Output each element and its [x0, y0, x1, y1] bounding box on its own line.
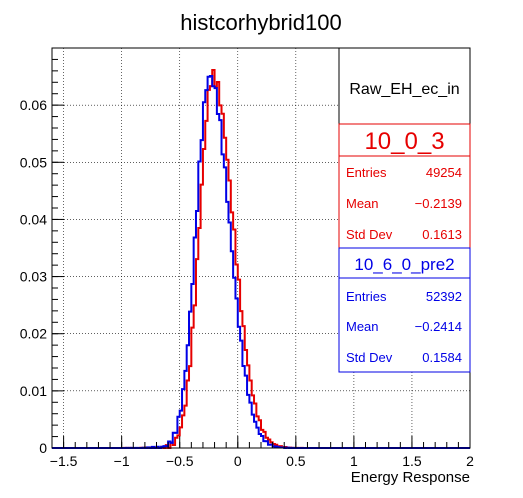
stats-1-stddev-label: Std Dev — [346, 227, 393, 242]
x-tick-label: −0.5 — [166, 453, 194, 469]
y-tick-label: 0.04 — [20, 211, 47, 227]
stats-2-mean-label: Mean — [346, 319, 379, 334]
stats-1-entries-label: Entries — [346, 165, 387, 180]
stats-title-box-2 — [338, 247, 471, 279]
x-tick-label: −1.5 — [50, 453, 78, 469]
legend-header-text: Raw_EH_ec_in — [349, 81, 459, 98]
stats-legend: Raw_EH_ec_in 10_0_3 Entries 49254 Mean −… — [338, 47, 471, 373]
stats-2-entries-value: 52392 — [426, 289, 462, 304]
stats-1-mean-label: Mean — [346, 196, 379, 211]
y-tick-label: 0 — [39, 440, 47, 456]
stats-2-stddev-label: Std Dev — [346, 350, 393, 365]
y-tick-label: 0.03 — [20, 269, 47, 285]
x-tick-label: 1 — [350, 453, 358, 469]
legend-header-box — [338, 47, 471, 125]
stats-1-stddev-value: 0.1613 — [422, 227, 462, 242]
y-tick-labels: 0 0.01 0.02 0.03 0.04 0.05 0.06 — [20, 97, 47, 456]
x-tick-label: −1 — [114, 453, 130, 469]
stats-box-2 — [338, 277, 471, 373]
stats-2-mean-value: −0.2414 — [415, 319, 462, 334]
x-tick-label: 0 — [234, 453, 242, 469]
x-tick-label: 0.5 — [286, 453, 306, 469]
x-tick-label: 1.5 — [402, 453, 422, 469]
y-tick-label: 0.06 — [20, 97, 47, 113]
stats-title-1: 10_0_3 — [364, 128, 444, 155]
stats-2-stddev-value: 0.1584 — [422, 350, 462, 365]
chart-title: histcorhybrid100 — [180, 10, 341, 35]
axis-ticks — [51, 47, 471, 449]
x-tick-label: 2 — [466, 453, 474, 469]
stats-1-entries-value: 49254 — [426, 165, 462, 180]
x-tick-labels: −1.5 −1 −0.5 0 0.5 1 1.5 2 — [50, 453, 474, 469]
y-tick-label: 0.01 — [20, 383, 47, 399]
x-axis-label: Energy Response — [351, 469, 470, 486]
y-tick-label: 0.02 — [20, 326, 47, 342]
stats-2-entries-label: Entries — [346, 289, 387, 304]
stats-box-1 — [338, 155, 471, 249]
y-tick-label: 0.05 — [20, 154, 47, 170]
stats-1-mean-value: −0.2139 — [415, 196, 462, 211]
stats-title-2: 10_6_0_pre2 — [354, 255, 454, 274]
